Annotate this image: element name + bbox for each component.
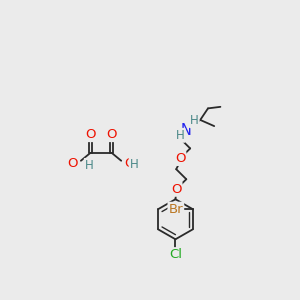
Text: Cl: Cl [169, 248, 182, 261]
Text: O: O [85, 128, 95, 141]
Text: O: O [175, 152, 185, 165]
Text: O: O [67, 157, 78, 170]
Text: H: H [85, 159, 94, 172]
Text: N: N [181, 123, 192, 138]
Text: Br: Br [169, 203, 183, 216]
Text: H: H [190, 114, 199, 127]
Text: O: O [124, 157, 135, 170]
Text: H: H [176, 129, 184, 142]
Text: O: O [171, 183, 181, 196]
Text: H: H [130, 158, 139, 171]
Text: O: O [107, 128, 117, 141]
